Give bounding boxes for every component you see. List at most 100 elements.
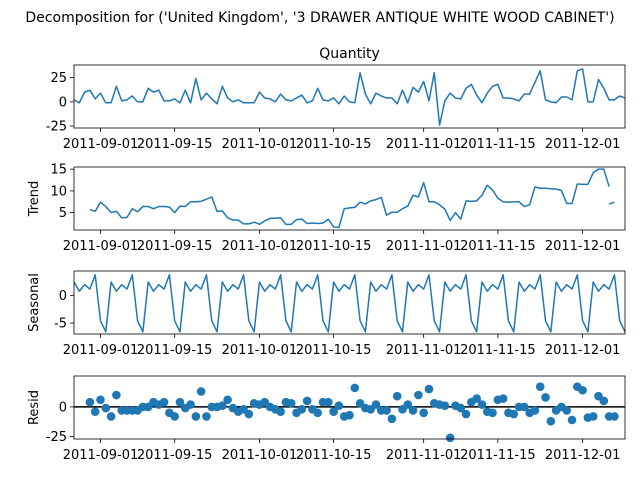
panel2-xtick-label: 2011-09-01 [63, 343, 139, 358]
resid-point-2011-11-02 [424, 384, 434, 394]
seasonal-series-line [73, 274, 626, 333]
panel3-xtick-label: 2011-11-15 [460, 448, 536, 463]
resid-point-2011-11-25 [546, 416, 556, 426]
resid-point-2011-09-24 [218, 401, 227, 411]
resid-point-2011-10-10 [302, 396, 312, 406]
resid-point-2011-08-31 [90, 407, 100, 416]
panel3-ylabel: Resid [27, 390, 42, 425]
resid-point-2011-09-03 [106, 412, 116, 421]
panel3-xtick-label: 2011-09-01 [63, 448, 139, 463]
panel2-xtick-label: 2011-10-01 [222, 343, 298, 358]
resid-point-2011-11-08 [456, 403, 466, 413]
resid-point-2011-11-11 [472, 394, 481, 403]
panel0-axes-frame [73, 64, 626, 129]
resid-point-2011-10-18 [345, 410, 354, 420]
panel2-xtick-label: 2011-10-15 [296, 343, 372, 358]
panel3-xtick-label: 2011-09-15 [137, 448, 213, 463]
panel0-ytick-label: 0 [59, 95, 67, 110]
resid-point-2011-10-07 [286, 399, 296, 408]
resid-point-2011-10-31 [414, 390, 423, 400]
panel2-xtick-label: 2011-12-01 [545, 343, 621, 358]
panel0-xtick-label: 2011-11-15 [460, 137, 536, 152]
resid-point-2011-11-06 [445, 433, 455, 443]
panel2-ylabel: Seasonal [27, 273, 42, 332]
panel1-ytick-label: 10 [50, 184, 67, 199]
resid-point-2011-12-01 [578, 385, 587, 395]
panel0-xtick-label: 2011-10-01 [222, 137, 298, 152]
resid-point-2011-10-14 [324, 397, 333, 407]
resid-point-2011-10-30 [408, 406, 418, 415]
resid-point-2011-09-18 [186, 400, 195, 409]
resid-point-2011-11-22 [530, 406, 540, 415]
resid-point-2011-09-21 [202, 412, 211, 421]
panel2-ytick-label: -5 [54, 317, 67, 332]
panel0-xtick-label: 2011-11-01 [386, 137, 462, 152]
panel3-ytick-label: -25 [46, 430, 67, 445]
panel0-xtick-label: 2011-10-15 [296, 137, 372, 152]
panel0-xtick-label: 2011-12-01 [545, 137, 621, 152]
resid-point-2011-11-14 [488, 408, 497, 418]
panel0-ytick-label: -25 [46, 120, 67, 135]
resid-point-2011-09-01 [96, 395, 105, 405]
panel1-series-line-1 [608, 201, 615, 205]
panel2-xtick-label: 2011-09-15 [137, 343, 213, 358]
resid-point-2011-11-24 [541, 393, 550, 402]
resid-point-2011-10-19 [350, 383, 360, 393]
resid-point-2011-10-29 [403, 400, 413, 409]
panel2-ytick-label: 0 [59, 289, 67, 304]
resid-point-2011-11-05 [440, 401, 450, 411]
panel1-ytick-label: 5 [59, 206, 67, 221]
panel3-axes-frame [73, 375, 626, 440]
panel1-ylabel: Trend [27, 181, 42, 218]
panel3-xtick-label: 2011-10-15 [296, 448, 372, 463]
resid-point-2011-09-02 [101, 403, 111, 413]
resid-point-2011-11-16 [498, 394, 508, 403]
resid-point-2011-10-09 [297, 404, 307, 414]
resid-point-2011-10-25 [382, 406, 391, 415]
resid-point-2011-10-27 [392, 391, 402, 401]
resid-point-2011-09-15 [170, 412, 179, 421]
resid-point-2011-09-13 [159, 397, 169, 407]
panel0-xtick-label: 2011-09-15 [137, 137, 213, 152]
figure-title: Decomposition for ('United Kingdom', '3 … [25, 10, 614, 26]
resid-point-2011-11-01 [419, 408, 428, 418]
panel1-xtick-label: 2011-09-01 [63, 239, 139, 254]
panel1-xtick-label: 2011-12-01 [545, 239, 621, 254]
panel0-series-line-0 [73, 68, 626, 126]
panel1-xtick-label: 2011-09-15 [137, 239, 213, 254]
resid-point-2011-09-20 [196, 387, 206, 396]
resid-point-2011-09-25 [223, 395, 232, 405]
panel1-series-line-0 [89, 168, 610, 229]
panel1-xtick-label: 2011-10-15 [296, 239, 372, 254]
panel0-xtick-label: 2011-09-01 [63, 137, 139, 152]
resid-point-2011-10-23 [371, 400, 381, 409]
panel1-ytick-label: 15 [50, 163, 67, 178]
panel3-xtick-label: 2011-11-01 [386, 448, 462, 463]
resid-point-2011-10-05 [276, 407, 285, 416]
panel3-ytick-label: 0 [59, 400, 67, 415]
resid-point-2011-11-23 [535, 382, 545, 392]
resid-point-2011-10-12 [313, 408, 323, 418]
resid-point-2011-11-12 [477, 400, 487, 409]
resid-point-2011-12-05 [599, 396, 609, 406]
panel2-xtick-label: 2011-11-15 [460, 343, 536, 358]
panel2-axes-frame [73, 270, 626, 335]
resid-point-2011-11-28 [562, 406, 572, 415]
resid-point-2011-10-26 [387, 414, 397, 424]
resid-point-2011-09-16 [175, 397, 185, 407]
resid-point-2011-09-04 [112, 390, 121, 400]
subplot-title: Quantity [319, 46, 380, 62]
resid-point-2011-11-09 [461, 409, 471, 419]
resid-point-2011-11-20 [520, 402, 529, 412]
resid-point-2011-09-29 [244, 409, 254, 419]
panel3-xtick-label: 2011-12-01 [545, 448, 621, 463]
panel3-xtick-label: 2011-10-01 [222, 448, 298, 463]
resid-point-2011-10-15 [329, 407, 338, 416]
resid-point-2011-08-30 [85, 397, 95, 407]
resid-point-2011-09-19 [191, 412, 201, 421]
